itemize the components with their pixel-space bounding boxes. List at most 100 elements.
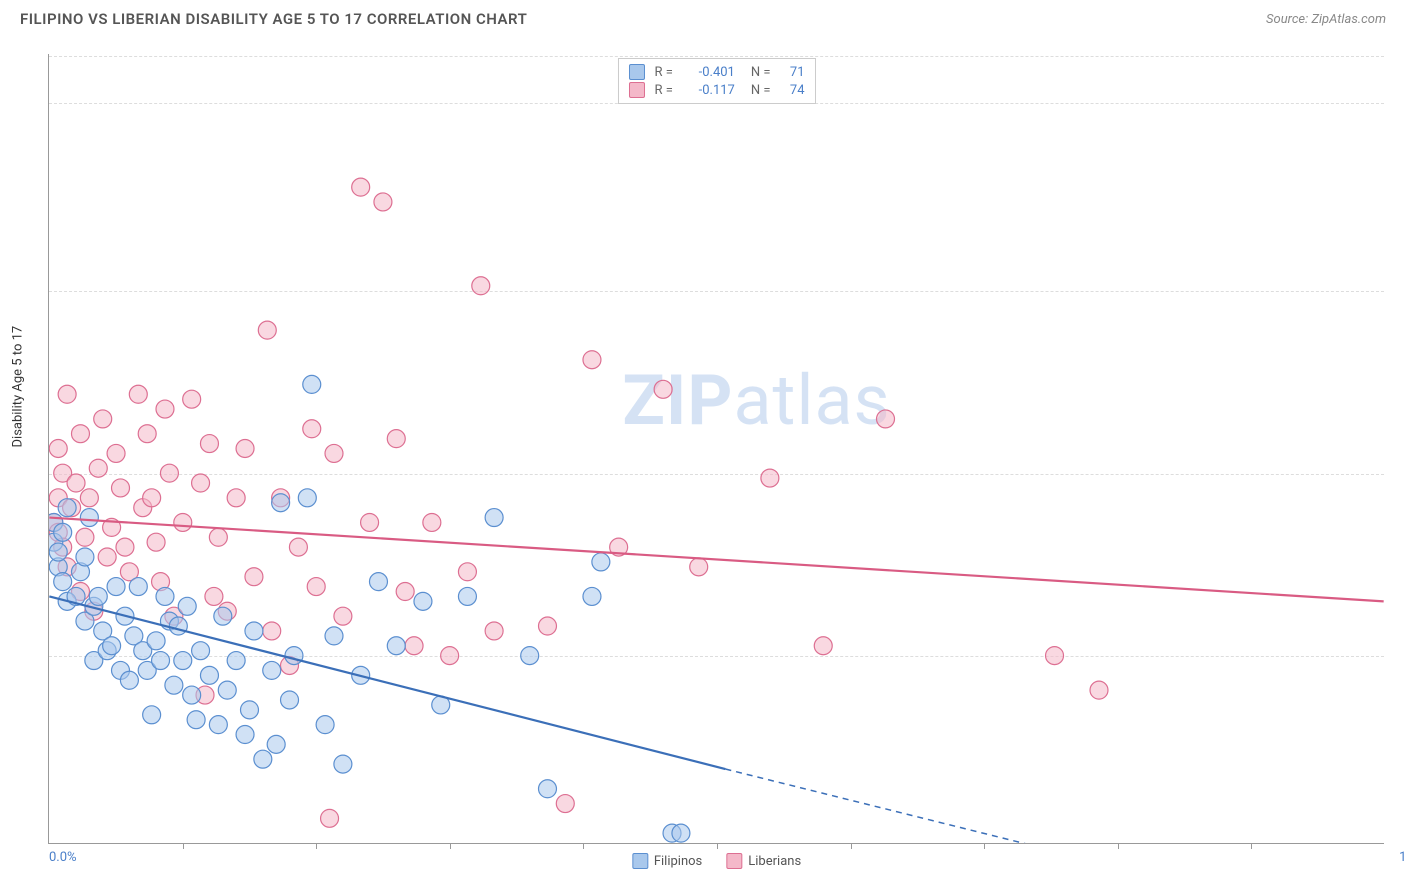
trend-line xyxy=(49,596,725,769)
scatter-point xyxy=(334,755,352,773)
scatter-point xyxy=(58,385,76,403)
scatter-point xyxy=(143,706,161,724)
scatter-point xyxy=(761,469,779,487)
x-tick xyxy=(1118,843,1119,849)
legend-row: R = -0.117 N = 74 xyxy=(628,81,804,99)
scatter-point xyxy=(227,489,245,507)
x-tick xyxy=(851,843,852,849)
scatter-point xyxy=(236,726,254,744)
scatter-point xyxy=(267,735,285,753)
legend-swatch-filipinos xyxy=(628,64,644,80)
scatter-point xyxy=(369,573,387,591)
scatter-point xyxy=(49,543,67,561)
scatter-point xyxy=(192,642,210,660)
scatter-point xyxy=(169,617,187,635)
scatter-point xyxy=(423,513,441,531)
scatter-point xyxy=(877,410,895,428)
scatter-point xyxy=(387,637,405,655)
scatter-point xyxy=(58,499,76,517)
scatter-point xyxy=(183,686,201,704)
scatter-point xyxy=(174,513,192,531)
scatter-point xyxy=(187,711,205,729)
scatter-point xyxy=(49,440,67,458)
scatter-point xyxy=(245,622,263,640)
x-tick xyxy=(583,843,584,849)
scatter-point xyxy=(321,809,339,827)
scatter-point xyxy=(303,375,321,393)
scatter-point xyxy=(209,528,227,546)
scatter-point xyxy=(241,701,259,719)
correlation-legend: R = -0.401 N = 71 R = -0.117 N = 74 xyxy=(617,58,815,104)
scatter-point xyxy=(98,548,116,566)
scatter-point xyxy=(138,425,156,443)
scatter-point xyxy=(281,691,299,709)
scatter-point xyxy=(156,400,174,418)
scatter-point xyxy=(76,548,94,566)
scatter-point xyxy=(352,178,370,196)
legend-n-label: N = xyxy=(751,65,771,80)
legend-item-liberians: Liberians xyxy=(726,853,801,869)
scatter-point xyxy=(103,637,121,655)
legend-n-label: N = xyxy=(751,83,771,98)
trend-line xyxy=(49,518,1383,602)
x-tick xyxy=(183,843,184,849)
scatter-point xyxy=(209,716,227,734)
scatter-point xyxy=(129,578,147,596)
scatter-point xyxy=(89,587,107,605)
scatter-point xyxy=(263,622,281,640)
legend-swatch-liberians xyxy=(726,853,742,869)
scatter-point xyxy=(374,193,392,211)
legend-swatch-liberians xyxy=(628,82,644,98)
scatter-point xyxy=(76,528,94,546)
scatter-point xyxy=(316,716,334,734)
scatter-point xyxy=(361,513,379,531)
scatter-point xyxy=(116,538,134,556)
scatter-point xyxy=(236,440,254,458)
trend-line-extrapolation xyxy=(725,769,1161,843)
scatter-point xyxy=(592,553,610,571)
scatter-point xyxy=(227,652,245,670)
scatter-point xyxy=(396,583,414,601)
scatter-point xyxy=(307,578,325,596)
x-axis-max-label: 15.0% xyxy=(1399,850,1406,865)
scatter-point xyxy=(672,824,690,842)
scatter-point xyxy=(405,637,423,655)
scatter-point xyxy=(441,647,459,665)
scatter-point xyxy=(289,538,307,556)
scatter-point xyxy=(538,780,556,798)
scatter-svg xyxy=(49,54,1384,843)
scatter-point xyxy=(583,351,601,369)
x-tick xyxy=(450,843,451,849)
scatter-point xyxy=(472,277,490,295)
scatter-point xyxy=(200,666,218,684)
y-tick-label: 11.2% xyxy=(1390,283,1406,298)
scatter-point xyxy=(485,509,503,527)
scatter-point xyxy=(1046,647,1064,665)
scatter-point xyxy=(205,587,223,605)
scatter-point xyxy=(147,533,165,551)
scatter-point xyxy=(298,489,316,507)
scatter-point xyxy=(258,321,276,339)
scatter-point xyxy=(112,479,130,497)
scatter-point xyxy=(458,587,476,605)
scatter-point xyxy=(285,647,303,665)
legend-r-label: R = xyxy=(654,65,672,80)
scatter-point xyxy=(414,592,432,610)
legend-r-value-filipinos: -0.401 xyxy=(679,65,735,80)
scatter-point xyxy=(583,587,601,605)
series-legend: Filipinos Liberians xyxy=(632,853,801,869)
y-tick-label: 7.5% xyxy=(1390,466,1406,481)
x-tick xyxy=(717,843,718,849)
scatter-point xyxy=(556,795,574,813)
legend-row: R = -0.401 N = 71 xyxy=(628,63,804,81)
scatter-point xyxy=(183,390,201,408)
scatter-point xyxy=(67,474,85,492)
scatter-point xyxy=(174,652,192,670)
legend-n-value-liberians: 74 xyxy=(777,83,805,98)
scatter-point xyxy=(263,661,281,679)
y-tick-label: 15.0% xyxy=(1390,95,1406,110)
scatter-point xyxy=(178,597,196,615)
scatter-point xyxy=(521,647,539,665)
scatter-point xyxy=(458,563,476,581)
scatter-point xyxy=(107,578,125,596)
